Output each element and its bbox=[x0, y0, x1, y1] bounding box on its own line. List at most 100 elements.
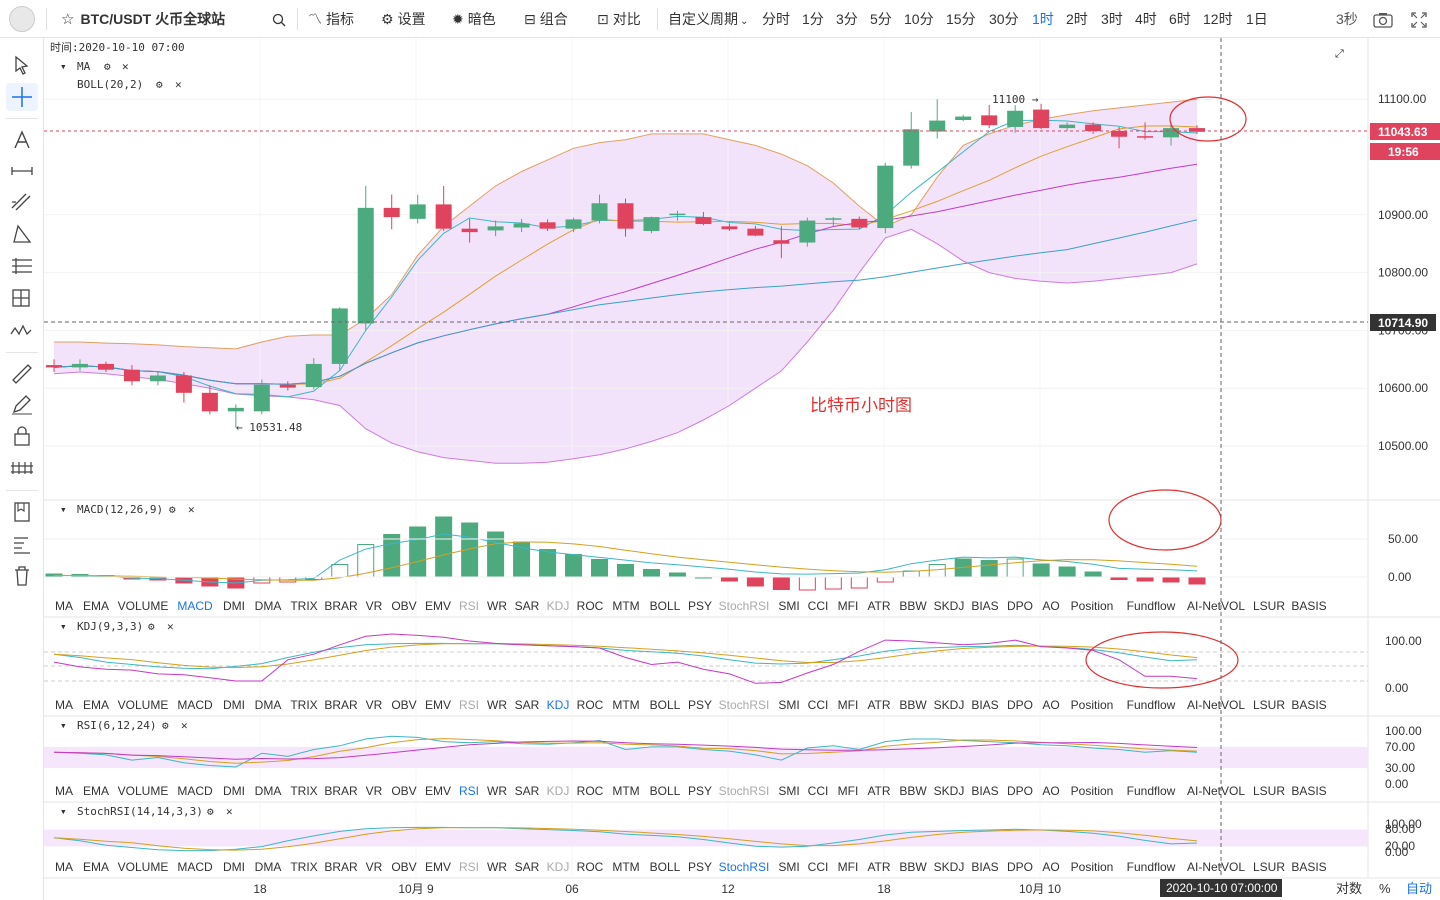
indicator-option-rsi[interactable]: RSI bbox=[459, 784, 479, 798]
indicator-option-brar[interactable]: BRAR bbox=[324, 784, 358, 798]
symbol-button[interactable]: ☆ BTC/USDT 火币全球站 bbox=[61, 0, 225, 38]
period-tab[interactable]: 5分 bbox=[870, 11, 892, 27]
indicator-option-boll[interactable]: BOLL bbox=[650, 860, 681, 874]
indicator-option-roc[interactable]: ROC bbox=[577, 698, 604, 712]
cursor-icon[interactable] bbox=[6, 52, 38, 80]
indicator-option-stochrsi[interactable]: StochRSI bbox=[719, 860, 770, 874]
indicator-option-kdj[interactable]: KDJ bbox=[547, 599, 570, 613]
indicator-option-ema[interactable]: EMA bbox=[83, 698, 109, 712]
period-tab[interactable]: 4时 bbox=[1135, 11, 1157, 27]
grid-tool-icon[interactable] bbox=[6, 284, 38, 312]
indicator-option-atr[interactable]: ATR bbox=[867, 698, 890, 712]
indicator-option-ao[interactable]: AO bbox=[1042, 784, 1059, 798]
indicator-option-macd[interactable]: MACD bbox=[177, 860, 213, 874]
indicator-option-ai-netvol[interactable]: AI-NetVOL bbox=[1187, 860, 1245, 874]
refresh-interval[interactable]: 3秒 bbox=[1336, 11, 1358, 27]
indicator-option-position[interactable]: Position bbox=[1071, 698, 1114, 712]
indicator-option-psy[interactable]: PSY bbox=[688, 698, 712, 712]
indicator-option-sar[interactable]: SAR bbox=[515, 784, 540, 798]
indicator-option-atr[interactable]: ATR bbox=[867, 784, 890, 798]
indicator-option-dma[interactable]: DMA bbox=[255, 698, 282, 712]
indicator-option-mtm[interactable]: MTM bbox=[612, 698, 639, 712]
indicator-lists[interactable]: MA EMA VOLUME MACD DMI DMA TRIX BRAR VR OBV EMV RSI… bbox=[55, 599, 1327, 874]
indicator-option-dma[interactable]: DMA bbox=[255, 599, 282, 613]
period-tab[interactable]: 10分 bbox=[904, 11, 934, 27]
period-tab[interactable]: 分时 bbox=[762, 11, 790, 27]
indicator-option-lsur[interactable]: LSUR bbox=[1253, 860, 1285, 874]
wave-tool-icon[interactable] bbox=[6, 316, 38, 344]
indicator-option-lsur[interactable]: LSUR bbox=[1253, 698, 1285, 712]
indicator-option-skdj[interactable]: SKDJ bbox=[934, 698, 965, 712]
indicator-option-ema[interactable]: EMA bbox=[83, 599, 109, 613]
expand-icon[interactable]: ⤢ bbox=[1335, 47, 1344, 60]
indicator-option-stochrsi[interactable]: StochRSI bbox=[719, 599, 770, 613]
indicator-option-dmi[interactable]: DMI bbox=[223, 860, 245, 874]
indicator-option-atr[interactable]: ATR bbox=[867, 860, 890, 874]
percent-scale-toggle[interactable]: % bbox=[1379, 881, 1391, 896]
indicator-option-atr[interactable]: ATR bbox=[867, 599, 890, 613]
fullscreen-icon[interactable] bbox=[1410, 0, 1428, 38]
indicator-option-lsur[interactable]: LSUR bbox=[1253, 599, 1285, 613]
indicator-option-ma[interactable]: MA bbox=[55, 698, 73, 712]
indicator-option-ema[interactable]: EMA bbox=[83, 784, 109, 798]
indicator-option-obv[interactable]: OBV bbox=[391, 599, 416, 613]
indicator-option-boll[interactable]: BOLL bbox=[650, 599, 681, 613]
layout-combo-button[interactable]: ⊟ 组合 bbox=[524, 0, 568, 38]
close-icon[interactable]: ✕ bbox=[122, 60, 129, 73]
period-tab[interactable]: 15分 bbox=[946, 11, 976, 27]
indicator-option-bias[interactable]: BIAS bbox=[971, 784, 998, 798]
close-icon[interactable]: ✕ bbox=[181, 719, 188, 732]
indicator-option-smi[interactable]: SMI bbox=[778, 860, 799, 874]
indicator-option-dpo[interactable]: DPO bbox=[1007, 860, 1033, 874]
indicator-option-fundflow[interactable]: Fundflow bbox=[1127, 599, 1176, 613]
channel-tool-icon[interactable] bbox=[6, 188, 38, 216]
bookmark-icon[interactable] bbox=[6, 498, 38, 526]
indicator-option-volume[interactable]: VOLUME bbox=[118, 784, 169, 798]
fib-tool-icon[interactable] bbox=[6, 252, 38, 280]
period-tab[interactable]: 12时 bbox=[1203, 11, 1233, 27]
indicator-option-basis[interactable]: BASIS bbox=[1291, 860, 1326, 874]
search-icon[interactable] bbox=[272, 0, 286, 38]
indicator-option-skdj[interactable]: SKDJ bbox=[934, 860, 965, 874]
indicator-option-obv[interactable]: OBV bbox=[391, 860, 416, 874]
indicator-option-mfi[interactable]: MFI bbox=[838, 784, 859, 798]
indicator-option-emv[interactable]: EMV bbox=[425, 599, 451, 613]
indicator-option-bbw[interactable]: BBW bbox=[899, 860, 927, 874]
indicators-button[interactable]: 〽指标 bbox=[308, 0, 354, 38]
indicator-option-kdj[interactable]: KDJ bbox=[547, 698, 570, 712]
indicator-option-dpo[interactable]: DPO bbox=[1007, 599, 1033, 613]
indicator-option-bias[interactable]: BIAS bbox=[971, 599, 998, 613]
indicator-option-obv[interactable]: OBV bbox=[391, 698, 416, 712]
indicator-option-fundflow[interactable]: Fundflow bbox=[1127, 784, 1176, 798]
settings-button[interactable]: ⚙ 设置 bbox=[381, 0, 426, 38]
indicator-option-ai-netvol[interactable]: AI-NetVOL bbox=[1187, 599, 1245, 613]
indicator-option-ema[interactable]: EMA bbox=[83, 860, 109, 874]
period-tab[interactable]: 3分 bbox=[836, 11, 858, 27]
indicator-option-kdj[interactable]: KDJ bbox=[547, 860, 570, 874]
indicator-option-vr[interactable]: VR bbox=[366, 784, 383, 798]
star-icon[interactable]: ☆ bbox=[61, 11, 75, 28]
indicator-option-bias[interactable]: BIAS bbox=[971, 698, 998, 712]
indicator-option-mfi[interactable]: MFI bbox=[838, 698, 859, 712]
indicator-option-emv[interactable]: EMV bbox=[425, 784, 451, 798]
indicator-option-brar[interactable]: BRAR bbox=[324, 698, 358, 712]
indicator-option-boll[interactable]: BOLL bbox=[650, 784, 681, 798]
indicator-option-sar[interactable]: SAR bbox=[515, 860, 540, 874]
indicator-option-skdj[interactable]: SKDJ bbox=[934, 784, 965, 798]
indicator-option-bbw[interactable]: BBW bbox=[899, 599, 927, 613]
indicator-option-trix[interactable]: TRIX bbox=[290, 860, 317, 874]
close-icon[interactable]: ✕ bbox=[188, 503, 195, 516]
lock-icon[interactable] bbox=[6, 422, 38, 450]
indicator-option-ma[interactable]: MA bbox=[55, 784, 73, 798]
indicator-option-wr[interactable]: WR bbox=[487, 698, 507, 712]
indicator-option-vr[interactable]: VR bbox=[366, 860, 383, 874]
trash-icon[interactable] bbox=[6, 562, 38, 590]
indicator-option-trix[interactable]: TRIX bbox=[290, 784, 317, 798]
indicator-option-cci[interactable]: CCI bbox=[808, 860, 829, 874]
indicator-option-macd[interactable]: MACD bbox=[177, 599, 213, 613]
indicator-option-bbw[interactable]: BBW bbox=[899, 698, 927, 712]
indicator-option-volume[interactable]: VOLUME bbox=[118, 599, 169, 613]
indicator-option-bias[interactable]: BIAS bbox=[971, 860, 998, 874]
indicator-option-stochrsi[interactable]: StochRSI bbox=[719, 698, 770, 712]
period-tab[interactable]: 1日 bbox=[1246, 11, 1268, 27]
